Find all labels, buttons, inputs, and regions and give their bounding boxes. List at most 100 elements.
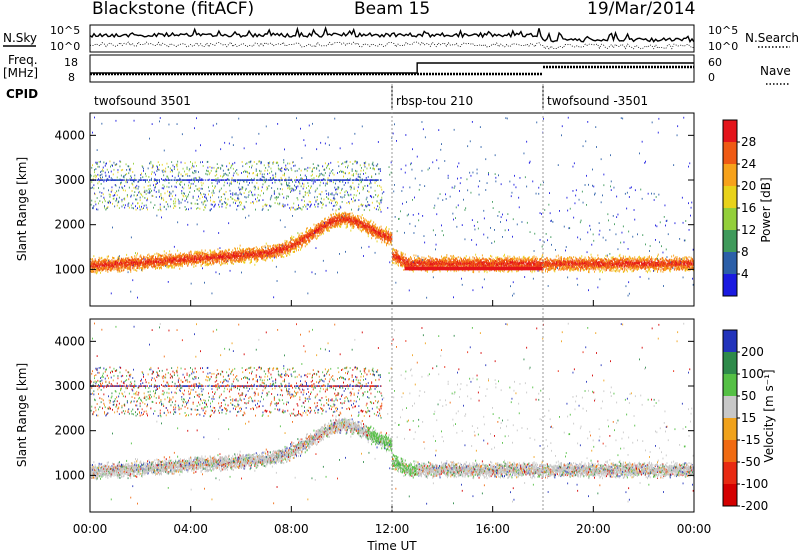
range-cell	[320, 173, 321, 175]
range-cell	[93, 176, 94, 178]
range-cell	[307, 192, 308, 194]
range-cell	[337, 172, 338, 174]
range-cell	[160, 117, 161, 119]
range-cell	[205, 200, 206, 202]
range-cell	[303, 183, 304, 185]
range-cell	[313, 183, 314, 185]
range-cell	[332, 169, 333, 171]
mhz-label: [MHz]	[3, 66, 38, 80]
range-cell	[156, 215, 157, 217]
range-cell	[208, 254, 209, 256]
range-cell	[134, 120, 135, 122]
range-cell	[249, 172, 250, 174]
range-cell	[229, 162, 230, 164]
range-cell	[261, 171, 262, 173]
range-cell	[274, 257, 275, 259]
range-cell	[238, 118, 239, 120]
range-cell	[277, 162, 278, 164]
range-cell	[156, 191, 157, 193]
range-cell	[249, 166, 250, 168]
range-cell	[93, 255, 94, 257]
range-cell	[131, 205, 132, 207]
range-cell	[203, 230, 204, 232]
range-cell	[159, 190, 160, 192]
range-cell	[207, 174, 208, 176]
range-cell	[240, 188, 241, 190]
nave-tick-bottom: 0	[708, 71, 715, 84]
range-cell	[120, 271, 121, 273]
range-cell	[299, 207, 300, 209]
range-cell	[295, 181, 296, 183]
range-cell	[120, 166, 121, 168]
range-cell	[149, 163, 150, 165]
range-cell	[264, 173, 265, 175]
range-cell	[164, 250, 165, 252]
range-cell	[274, 193, 275, 195]
range-cell	[117, 205, 118, 207]
range-cell	[124, 269, 125, 271]
range-cell	[325, 143, 326, 145]
range-cell	[176, 186, 177, 188]
range-cell	[219, 260, 220, 262]
range-cell	[236, 169, 237, 171]
range-cell	[299, 168, 300, 170]
range-cell	[120, 161, 121, 163]
range-cell	[275, 173, 276, 175]
range-cell	[332, 209, 333, 211]
range-cell	[95, 168, 96, 170]
range-cell	[328, 217, 329, 219]
range-cell	[155, 267, 156, 269]
range-cell	[316, 167, 317, 169]
range-cell	[157, 182, 158, 184]
range-cell	[166, 201, 167, 203]
range-cell	[289, 182, 290, 184]
range-cell	[241, 202, 242, 204]
range-cell	[240, 245, 241, 247]
range-cell	[246, 197, 247, 199]
range-cell	[297, 170, 298, 172]
range-cell	[307, 182, 308, 184]
range-cell	[100, 171, 101, 173]
range-cell	[112, 203, 113, 205]
range-cell	[325, 218, 326, 220]
nsky-tick-top: 10^5	[50, 24, 80, 37]
range-cell	[328, 136, 329, 138]
range-cell	[195, 162, 196, 164]
range-cell	[126, 181, 127, 183]
range-cell	[175, 194, 176, 196]
range-cell	[227, 203, 228, 205]
range-cell	[181, 192, 182, 194]
range-cell	[272, 182, 273, 184]
range-cell	[119, 257, 120, 259]
range-cell	[199, 190, 200, 192]
range-cell	[158, 209, 159, 211]
range-cell	[218, 248, 219, 250]
range-cell	[144, 187, 145, 189]
range-cell	[212, 192, 213, 194]
range-cell	[228, 169, 229, 171]
range-cell	[230, 205, 231, 207]
range-cell	[200, 144, 201, 146]
range-cell	[179, 172, 180, 174]
range-cell	[114, 258, 115, 260]
range-cell	[203, 204, 204, 206]
range-cell	[303, 206, 304, 208]
range-cell	[238, 205, 239, 207]
range-cell	[107, 169, 108, 171]
range-cell	[237, 205, 238, 207]
range-cell	[297, 199, 298, 201]
range-cell	[173, 200, 174, 202]
range-cell	[182, 199, 183, 201]
nsky-tick-bottom: 10^0	[50, 40, 80, 53]
range-cell	[263, 246, 264, 248]
range-cell	[210, 197, 211, 199]
range-cell	[304, 204, 305, 206]
range-cell	[330, 199, 331, 201]
range-cell	[277, 123, 278, 125]
range-cell	[226, 250, 227, 252]
range-cell	[248, 196, 249, 198]
range-cell	[114, 162, 115, 164]
range-cell	[277, 244, 278, 246]
range-cell	[211, 208, 212, 210]
cpid-row: twofsound 3501 rbsp-tou 210 twofsound -350…	[94, 84, 648, 108]
